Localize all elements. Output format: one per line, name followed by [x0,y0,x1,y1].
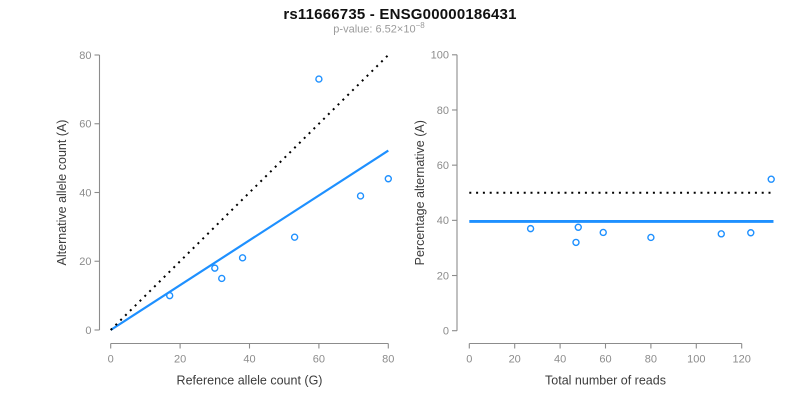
data-point [572,238,580,247]
data-point [599,228,607,237]
pvalue-exponent: −8 [415,21,425,30]
right-panel: 0 20 40 60 80 100 0 20 40 60 80 100 120 Total number … [413,50,775,388]
data-point [647,233,655,242]
x-tick-label: 60 [313,354,325,366]
x-tick-label: 80 [382,354,394,366]
data-point [211,264,219,272]
x-axis-title: Total number of reads [545,374,666,388]
data-point [747,229,755,237]
data-point [356,192,365,200]
x-tick-label: 20 [509,354,521,366]
y-tick-label: 20 [79,256,91,268]
left-panel: 0 20 40 60 80 0 20 40 60 80 Reference allele count… [55,50,394,388]
x-tick-label: 40 [554,354,566,366]
y-tick-label: 20 [437,270,449,282]
x-tick-label: 0 [108,354,114,366]
y-tick-label: 80 [79,50,91,62]
y-tick-label: 40 [437,215,449,227]
y-axis-title: Percentage alternative (A) [413,120,427,265]
y-tick-label: 0 [443,326,449,338]
x-tick-label: 40 [243,354,255,366]
plot-title: rs11666735 - ENSG00000186431 [283,6,517,23]
data-point [218,274,226,283]
data-point [574,223,582,231]
x-tick-label: 0 [466,354,472,366]
y-tick-label: 60 [79,119,91,131]
y-axis-title: Alternative allele count (A) [55,120,69,266]
y-tick-label: 40 [79,187,91,199]
data-point [315,75,323,83]
data-point [717,230,725,238]
fitted-proportion-line [110,149,389,331]
data-point [290,233,299,241]
pvalue-text: p-value: 6.52×10 [333,23,416,36]
x-tick-label: 120 [733,354,751,366]
x-tick-label: 80 [645,354,657,366]
data-point [165,291,174,300]
data-point [526,224,535,233]
y-tick-label: 60 [437,160,449,172]
y-tick-label: 80 [437,105,449,117]
x-tick-label: 60 [599,354,611,366]
y-tick-label: 100 [431,50,449,62]
plot-subtitle: p-value: 6.52×10−8 [0,21,779,36]
data-point [767,175,775,183]
x-axis-title: Reference allele count (G) [177,374,323,388]
x-tick-label: 100 [687,354,705,366]
identity-line [109,54,390,331]
data-point [238,254,247,262]
data-point [384,175,392,183]
x-tick-label: 20 [174,354,186,366]
y-tick-label: 0 [85,325,91,337]
